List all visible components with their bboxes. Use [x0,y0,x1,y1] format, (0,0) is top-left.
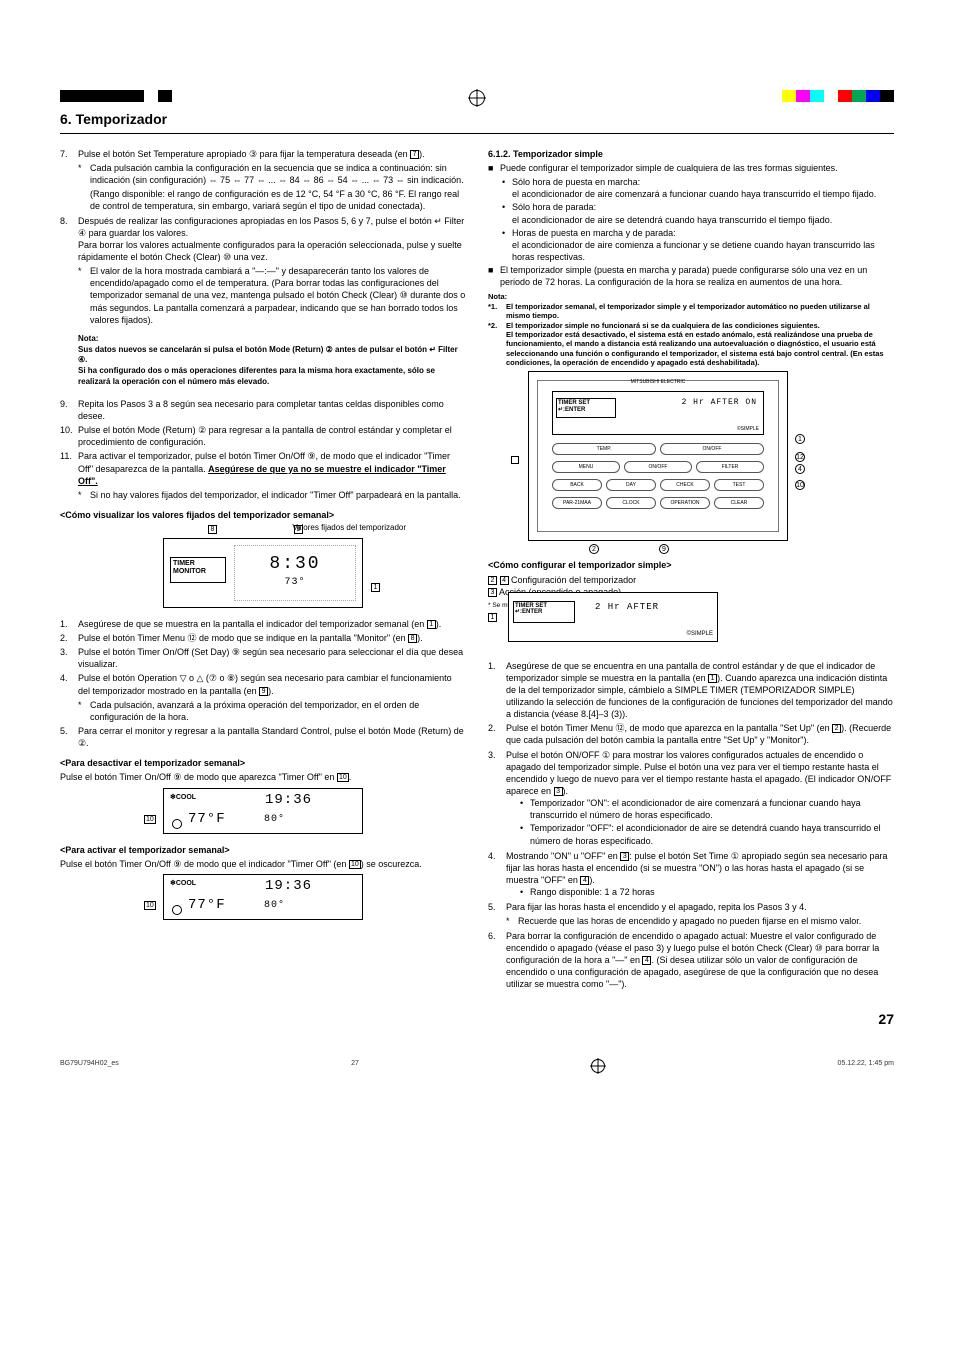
callout-9: 9 [659,544,669,554]
callout-10: 10 [795,480,805,490]
lcd-t1-3: 77°F [188,896,226,915]
callout-12: 12 [795,452,805,462]
section-title: 6. Temporizador [60,110,894,134]
callout-2: 2 [589,544,599,554]
tag-9: 9 [294,525,303,534]
cool-icon: ❄COOL [170,793,196,802]
registration-mark-top [469,90,485,106]
lcd-t1-2: 77°F [188,810,226,829]
lcd-label: TIMER MONITOR [170,557,226,583]
box-10a: 10 [337,773,349,782]
configure-simple-heading: <Cómo configurar el temporizador simple> [488,559,894,571]
box-10b: 10 [349,860,361,869]
lcd-temp: 73° [235,576,355,590]
lcd-time-3: 19:36 [265,877,312,896]
deactivate-heading: <Para desactivar el temporizador semanal… [60,757,466,769]
deactivate-text: Pulse el botón Timer On/Off ⑨ de modo qu… [60,771,466,783]
activate-heading: <Para activar el temporizador semanal> [60,844,466,856]
lcd-time-2: 19:36 [265,791,312,810]
diagram-timer-monitor: 8 9 1 TIMER MONITOR 8:30 73° [163,538,363,608]
diagram-activate: 10 ❄COOL 19:36 77°F 80° [163,874,363,920]
intro-bullet: ■ Puede configurar el temporizador simpl… [488,162,894,174]
right-column: 6.1.2. Temporizador simple ■ Puede confi… [488,148,894,992]
diagram1-caption: Valores fijados del temporizador [60,523,466,534]
conf-simple-badge: ©SIMPLE [687,630,713,638]
conf-tag-2: 2 [488,576,497,585]
note-label: Nota: [78,334,466,345]
lcd-t2-3: 80° [264,899,285,913]
timer-off-icon [172,819,182,829]
conf-screen-left: TIMER SET ↵:ENTER [513,601,575,623]
footer: BG79U794H02_es 27 05.12.22, 1:45 pm [60,1059,894,1073]
timer-off-icon-2 [172,905,182,915]
footer-left: BG79U794H02_es [60,1059,119,1073]
tag-1: 1 [371,583,380,592]
page-number: 27 [60,1010,894,1029]
activate-text: Pulse el botón Timer On/Off ⑨ de modo qu… [60,858,466,870]
two-column-layout: 7.Pulse el botón Set Temperature apropia… [60,148,894,992]
lcd-t2-2: 80° [264,813,285,827]
right-notes: Nota: *1.El temporizador semanal, el tem… [488,292,894,367]
view-values-heading: <Cómo visualizar los valores fijados del… [60,509,466,521]
simple-timer-heading: 6.1.2. Temporizador simple [488,148,894,160]
note-label-r: Nota: [488,292,894,301]
screen-left: TIMER SET ↵:ENTER [556,398,616,418]
registration-mark-bottom [591,1059,605,1073]
diagram-deactivate: 10 ❄COOL 19:36 77°F 80° [163,788,363,834]
simple-config-diagram: 2 4 Configuración del temporizador TIMER… [488,574,894,654]
square-icon-2: ■ [488,264,500,288]
tag-10b: 10 [144,901,156,910]
screen-right: 2 Hr AFTER ON [682,398,757,409]
conf-tag-1: 1 [488,613,497,622]
crop-marks [60,90,894,110]
tag-8: 8 [208,525,217,534]
footer-right: 05.12.22, 1:45 pm [838,1059,894,1073]
brand-label: MITSUBISHI ELECTRIC [538,379,778,386]
sq2-bullet: ■ El temporizador simple (puesta en marc… [488,264,894,288]
note-block: Nota: Sus datos nuevos se cancelarán si … [60,334,466,388]
remote-screen: TIMER SET ↵:ENTER 2 Hr AFTER ON ©SIMPLE [552,391,764,435]
callout-1: 1 [795,434,805,444]
conf-tag-4: 4 [500,576,509,585]
square-callout [511,456,519,464]
left-column: 7.Pulse el botón Set Temperature apropia… [60,148,466,992]
lcd-time: 8:30 [235,552,355,576]
conf-screen-right: 2 Hr AFTER [595,601,659,613]
conf-tag-3: 3 [488,588,497,597]
remote-control-diagram: MITSUBISHI ELECTRIC TIMER SET ↵:ENTER 2 … [528,371,788,541]
footer-center: 27 [351,1059,359,1073]
simple-badge: ©SIMPLE [737,426,759,433]
cool-icon-2: ❄COOL [170,879,196,888]
tag-10a: 10 [144,815,156,824]
callout-4: 4 [795,464,805,474]
square-icon: ■ [488,162,500,174]
